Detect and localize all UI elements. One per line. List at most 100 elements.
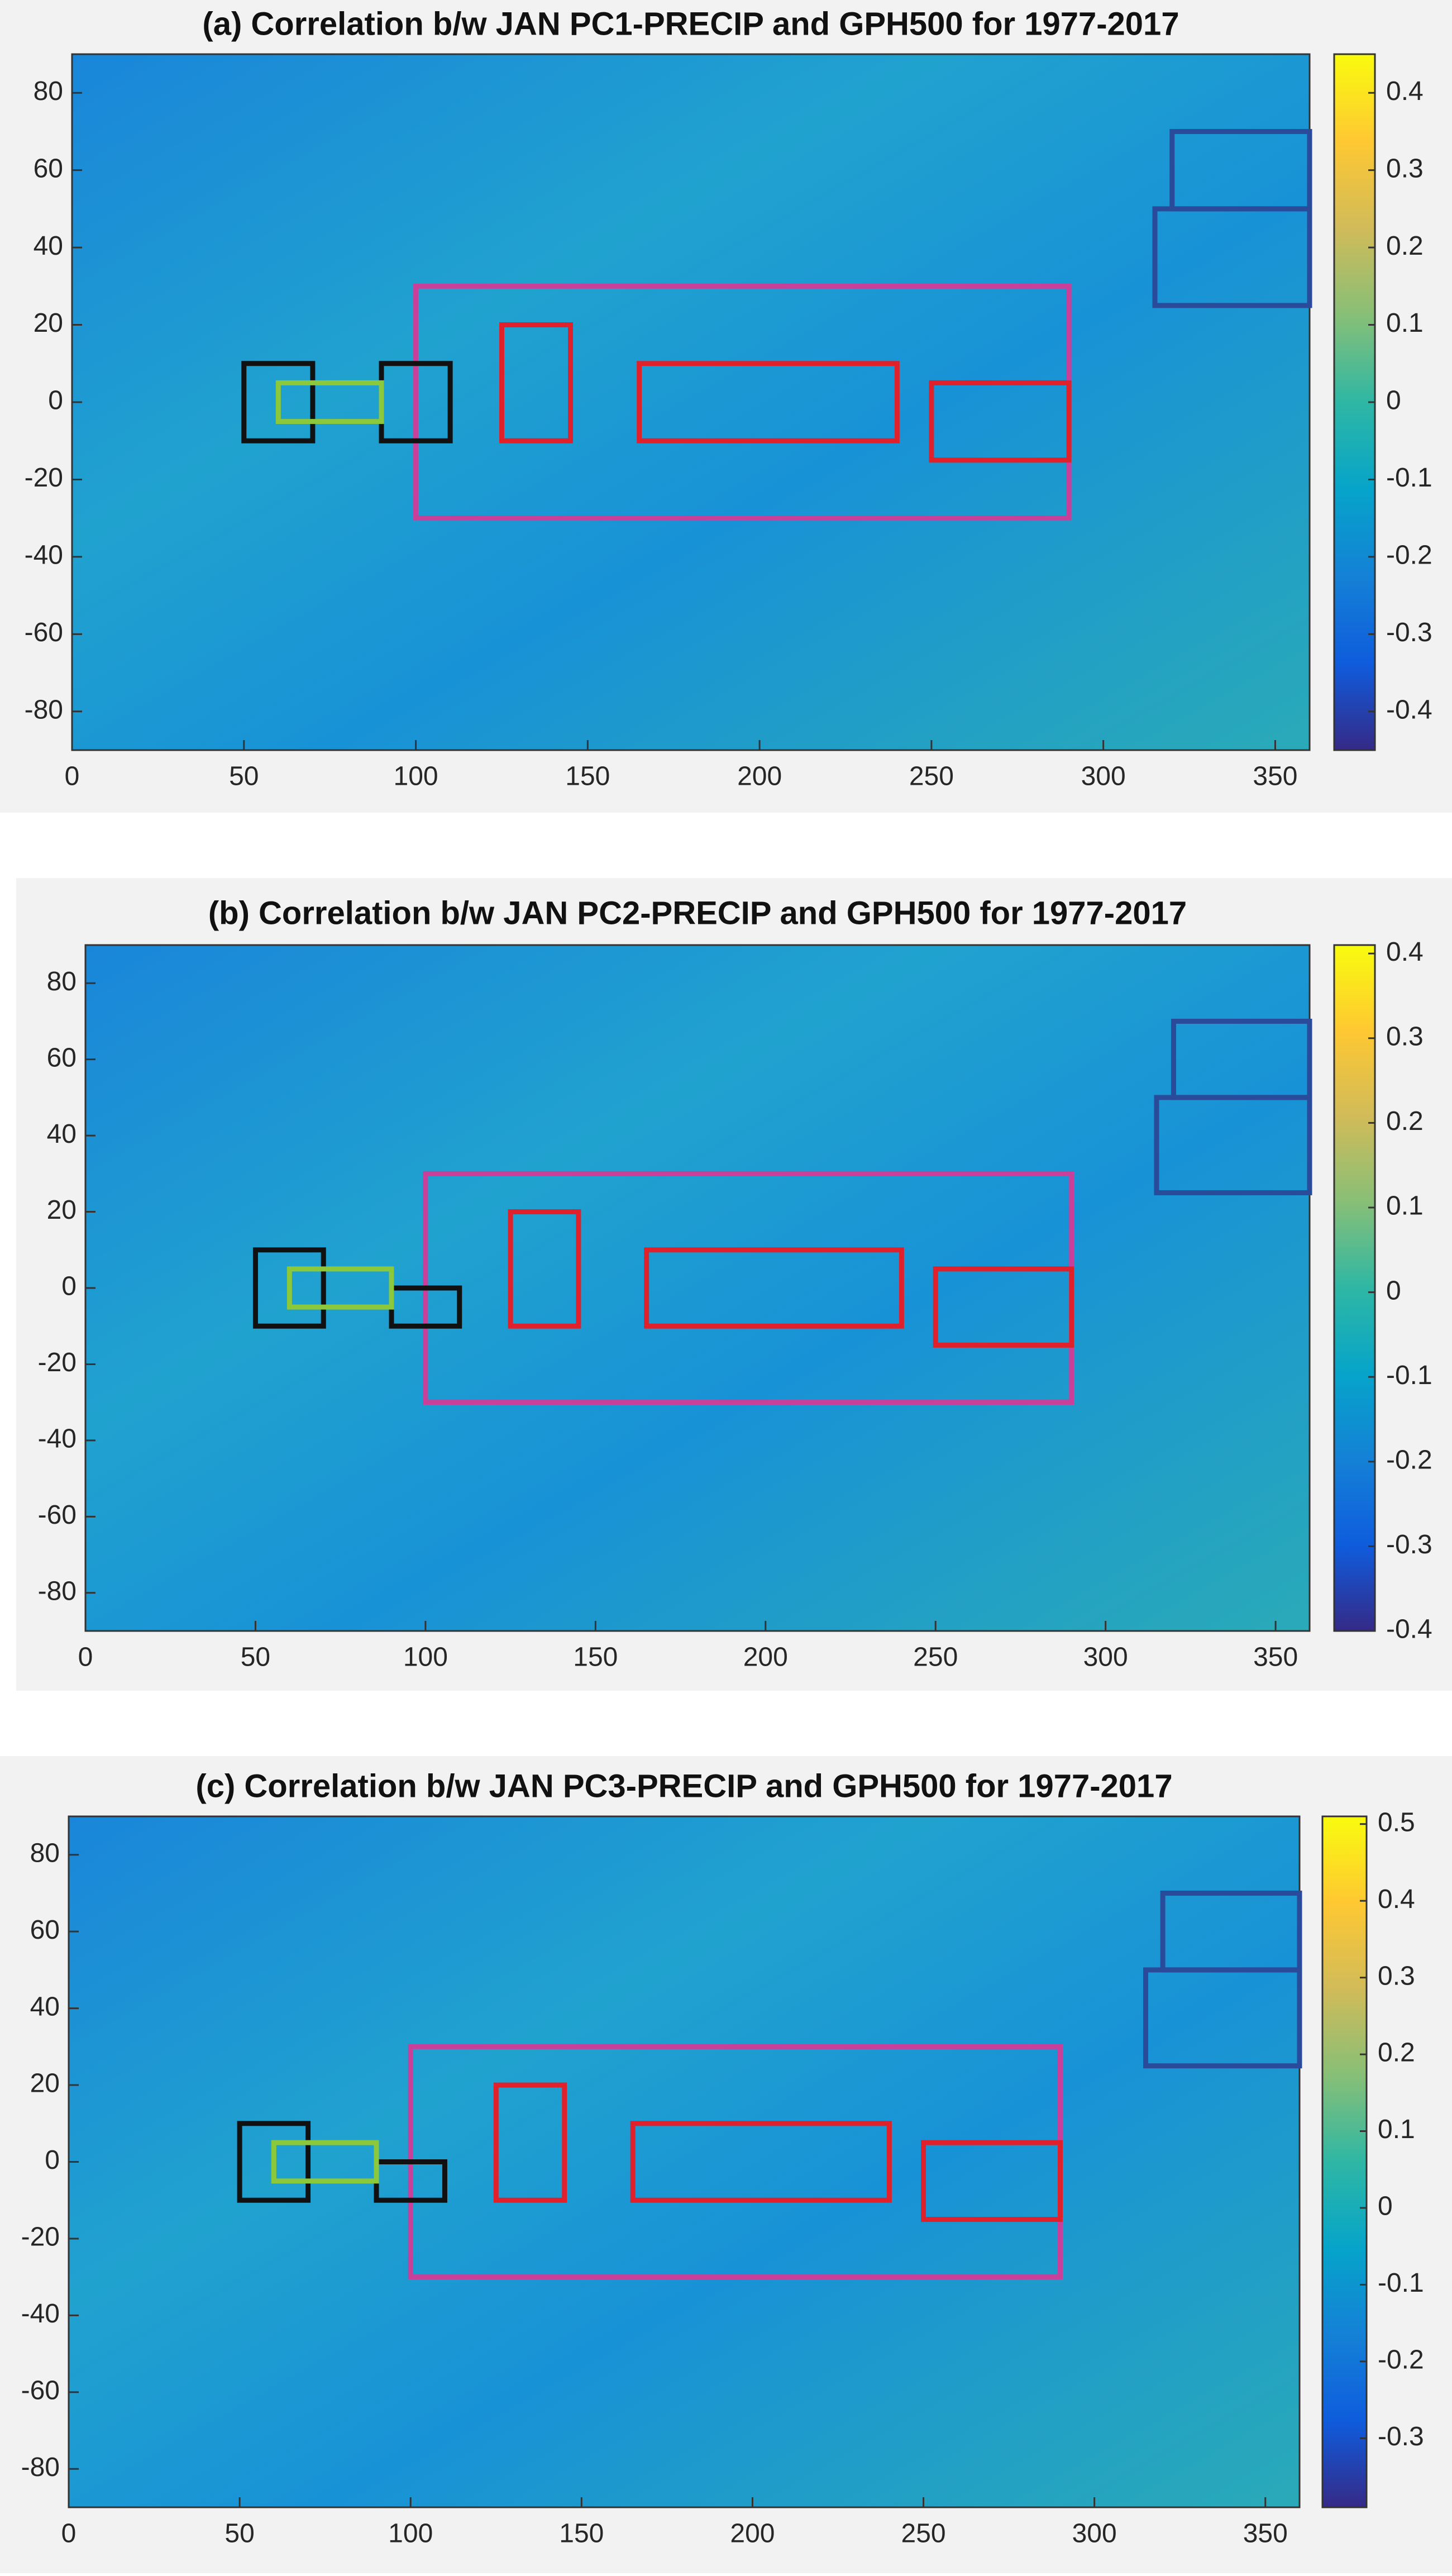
colorbar-tick-label: 0.3 [1386, 154, 1424, 183]
x-tick-label: 0 [65, 762, 80, 791]
region-box [637, 361, 900, 443]
y-tick-label: -20 [21, 2222, 60, 2252]
region-box [508, 1209, 581, 1329]
x-tick-label: 150 [559, 2519, 604, 2549]
region-box [929, 380, 1072, 463]
y-tick-label: -20 [25, 463, 63, 493]
region-box [933, 1266, 1074, 1348]
region-box [241, 361, 316, 443]
region-box [286, 1266, 394, 1310]
y-tick-label: 60 [30, 1915, 60, 1945]
colorbar-tick-label: 0.1 [1386, 1191, 1424, 1221]
colorbar [1333, 944, 1376, 1632]
region-box [1169, 128, 1312, 212]
y-tick-label: -80 [21, 2453, 60, 2482]
y-tick-label: 60 [34, 154, 63, 183]
y-tick-label: 40 [47, 1119, 77, 1149]
region-box [237, 2121, 311, 2203]
y-tick-label: 20 [30, 2069, 60, 2098]
region-box [271, 2140, 379, 2184]
y-tick-label: -60 [25, 618, 63, 647]
colorbar-tick-label: -0.2 [1378, 2345, 1424, 2375]
x-tick-label: 0 [78, 1643, 93, 1672]
colorbar-tick-label: -0.1 [1386, 463, 1432, 493]
region-box [252, 1247, 326, 1329]
x-tick-label: 200 [743, 1643, 788, 1672]
map-field [69, 1816, 1300, 2507]
x-tick-label: 150 [565, 762, 610, 791]
x-tick-label: 0 [61, 2519, 77, 2549]
y-tick-label: 20 [47, 1195, 77, 1225]
colorbar-tick-label: -0.3 [1386, 618, 1432, 647]
region-box [1171, 1018, 1312, 1100]
region-box [644, 1247, 904, 1329]
x-tick-label: 250 [909, 762, 954, 791]
x-tick-label: 150 [573, 1643, 618, 1672]
x-tick-label: 300 [1081, 762, 1126, 791]
y-tick-label: 40 [30, 1992, 60, 2021]
colorbar-tick-label: -0.1 [1386, 1361, 1432, 1390]
x-tick-label: 200 [737, 762, 782, 791]
x-tick-label: 100 [403, 1643, 448, 1672]
x-tick-label: 100 [394, 762, 438, 791]
colorbar-tick-label: 0 [1378, 2192, 1393, 2221]
colorbar-tick-label: -0.4 [1386, 695, 1432, 724]
x-tick-label: 50 [229, 762, 259, 791]
y-tick-label: 0 [45, 2145, 60, 2175]
colorbar-tick-label: 0.1 [1386, 308, 1424, 338]
region-box [921, 2140, 1063, 2222]
chart-title: (a) Correlation b/w JAN PC1-PRECIP and G… [202, 6, 1179, 42]
y-tick-label: -80 [38, 1576, 77, 1606]
colorbar-tick-label: -0.2 [1386, 1445, 1432, 1475]
colorbar-tick-label: 0.2 [1386, 231, 1424, 261]
y-tick-label: -80 [25, 695, 63, 724]
region-box [630, 2121, 892, 2203]
y-tick-label: -40 [21, 2299, 60, 2329]
x-tick-label: 350 [1253, 1643, 1298, 1672]
colorbar [1321, 1815, 1368, 2508]
region-box [493, 2082, 567, 2203]
colorbar-tick-label: 0 [1386, 1276, 1401, 1305]
colorbar-tick-label: 0.3 [1386, 1022, 1424, 1051]
chart-title: (b) Correlation b/w JAN PC2-PRECIP and G… [208, 895, 1187, 931]
y-tick-label: -40 [25, 541, 63, 570]
x-tick-label: 300 [1083, 1643, 1128, 1672]
x-tick-label: 50 [225, 2519, 254, 2549]
x-tick-label: 200 [730, 2519, 775, 2549]
chart-title: (c) Correlation b/w JAN PC3-PRECIP and G… [195, 1768, 1172, 1804]
x-tick-label: 300 [1072, 2519, 1117, 2549]
colorbar-tick-label: 0.5 [1378, 1807, 1415, 1837]
colorbar-tick-label: -0.3 [1378, 2422, 1424, 2451]
y-tick-label: 80 [34, 77, 63, 106]
y-tick-label: 20 [34, 308, 63, 338]
colorbar-tick-label: 0.4 [1378, 1885, 1415, 1914]
region-box [275, 380, 384, 424]
y-tick-label: 60 [47, 1043, 77, 1072]
y-tick-label: -60 [21, 2376, 60, 2406]
x-tick-label: 250 [901, 2519, 946, 2549]
colorbar-tick-label: -0.4 [1386, 1615, 1432, 1644]
colorbar-tick-label: 0.2 [1386, 1106, 1424, 1136]
colorbar-tick-label: -0.3 [1386, 1530, 1432, 1559]
colorbar [1333, 53, 1376, 751]
colorbar-tick-label: 0.4 [1386, 937, 1424, 967]
y-tick-label: 0 [48, 386, 63, 416]
y-tick-label: -60 [38, 1500, 77, 1530]
x-tick-label: 50 [241, 1643, 270, 1672]
colorbar-tick-label: -0.1 [1378, 2268, 1424, 2298]
x-tick-label: 250 [913, 1643, 958, 1672]
y-tick-label: 80 [30, 1838, 60, 1868]
map-field [72, 54, 1310, 750]
colorbar-tick-label: 0 [1386, 386, 1401, 416]
map-field [85, 945, 1310, 1631]
region-box [499, 322, 574, 443]
y-tick-label: 0 [61, 1272, 77, 1301]
colorbar-tick-label: 0.3 [1378, 1961, 1415, 1991]
y-tick-label: -40 [38, 1424, 77, 1454]
colorbar-tick-label: -0.2 [1386, 541, 1432, 570]
colorbar-tick-label: 0.1 [1378, 2115, 1415, 2144]
y-tick-label: 40 [34, 231, 63, 261]
colorbar-tick-label: 0.2 [1378, 2038, 1415, 2068]
